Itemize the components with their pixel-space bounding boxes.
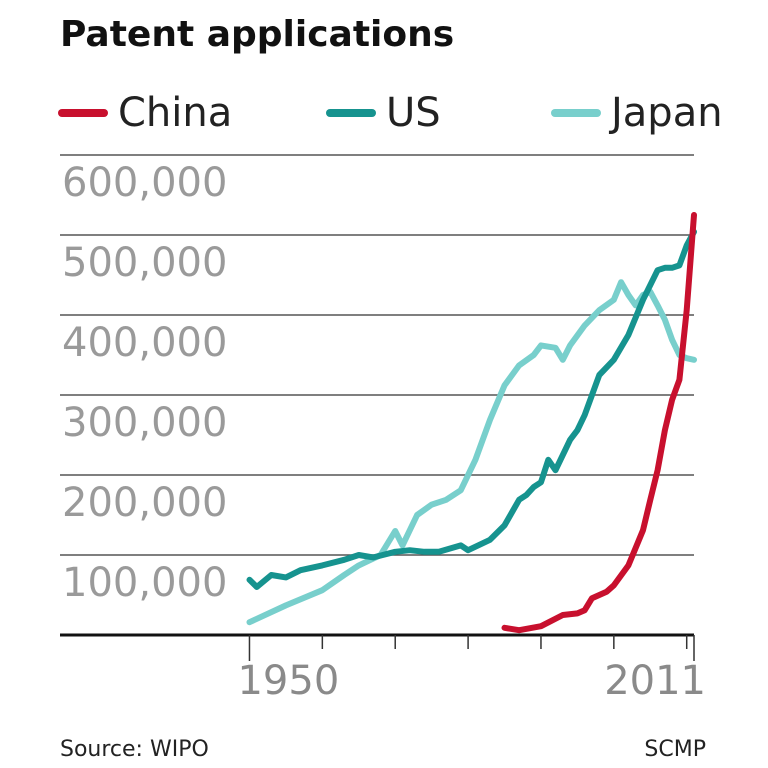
- y-tick-label: 400,000: [62, 320, 227, 366]
- y-tick-label: 200,000: [62, 480, 227, 526]
- y-tick-label: 600,000: [62, 160, 227, 206]
- y-tick-label: 100,000: [62, 560, 227, 606]
- credit: SCMP: [644, 737, 706, 762]
- source: Source: WIPO: [60, 737, 209, 762]
- series-line: [505, 215, 695, 630]
- legend-label: Japan: [608, 90, 723, 136]
- y-tick-label: 300,000: [62, 400, 227, 446]
- x-tick-label: 2011: [604, 658, 706, 704]
- series-line: [250, 232, 695, 587]
- legend-label: US: [386, 90, 441, 136]
- x-tick-label: 1950: [237, 658, 339, 704]
- chart-title: Patent applications: [60, 14, 454, 55]
- y-tick-label: 500,000: [62, 240, 227, 286]
- legend-label: China: [118, 90, 232, 136]
